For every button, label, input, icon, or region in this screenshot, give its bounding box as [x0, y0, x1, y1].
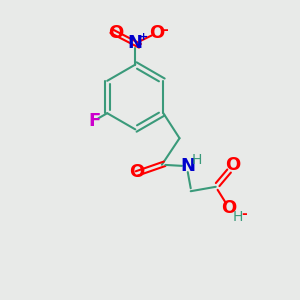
Text: +: +: [139, 32, 148, 42]
Text: -: -: [162, 22, 168, 37]
Text: N: N: [180, 157, 195, 175]
Text: -: -: [242, 208, 247, 221]
Text: H: H: [191, 153, 202, 167]
Text: O: O: [130, 163, 145, 181]
Text: O: O: [108, 24, 123, 42]
Text: H: H: [232, 210, 243, 224]
Text: F: F: [88, 112, 101, 130]
Text: O: O: [149, 24, 164, 42]
Text: O: O: [221, 199, 237, 217]
Text: O: O: [226, 156, 241, 174]
Text: N: N: [128, 34, 143, 52]
